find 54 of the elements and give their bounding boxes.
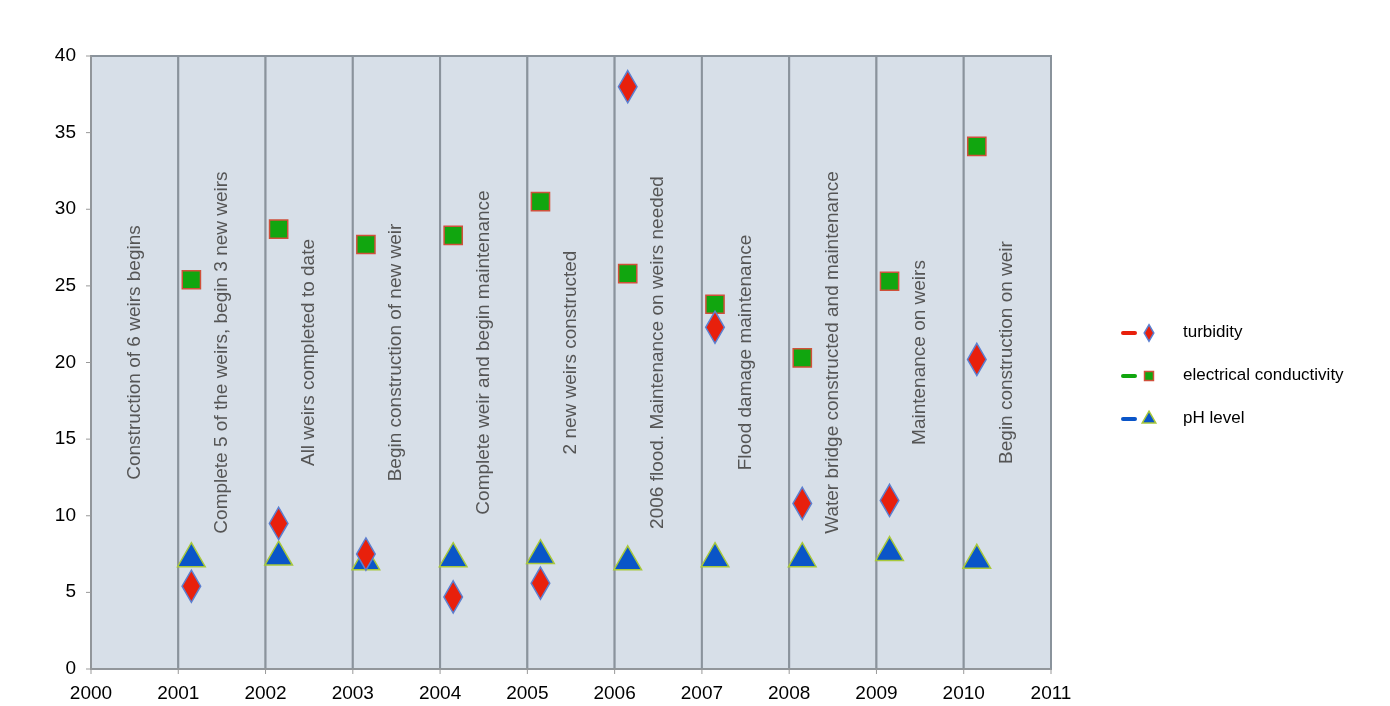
band-label: Water bridge constructed and maintenance <box>820 171 842 534</box>
y-tick-label: 25 <box>54 273 76 295</box>
legend-label: turbidity <box>1183 322 1244 342</box>
band-label: 2006 flood. Maintenance on weirs needed <box>646 176 668 529</box>
y-tick-label: 0 <box>65 657 76 679</box>
point <box>525 538 556 565</box>
y-tick-label: 15 <box>54 427 76 449</box>
x-tick-label: 2008 <box>768 682 811 703</box>
point <box>617 263 638 284</box>
point <box>613 545 643 571</box>
x-tick-label: 2001 <box>157 682 200 703</box>
x-tick-label: 2009 <box>855 682 898 703</box>
point <box>792 348 813 368</box>
point <box>787 541 817 568</box>
x-tick-label: 2002 <box>244 682 287 703</box>
band-label: Complete weir and begin maintenance <box>471 190 493 515</box>
y-tick-label: 30 <box>54 197 76 219</box>
x-tick-label: 2003 <box>331 682 374 703</box>
y-tick-label: 40 <box>54 44 76 66</box>
legend-label: electrical conductivity <box>1183 365 1345 385</box>
point <box>530 191 551 212</box>
band-label: Maintenance on weirs <box>908 260 930 445</box>
band-label: Complete 5 of the weirs, begin 3 new weirs <box>209 171 231 534</box>
x-tick-label: 2005 <box>506 682 549 703</box>
band-label: All weirs completed to date <box>297 238 319 467</box>
point <box>879 271 900 292</box>
x-tick-label: 2011 <box>1030 682 1072 703</box>
band-label: 2 new weirs constructed <box>559 250 581 455</box>
y-tick-label: 10 <box>54 503 76 525</box>
point <box>438 541 468 568</box>
band-label: Construction of 6 weirs begins <box>122 225 144 480</box>
band-label: Begin construction of new weir <box>384 222 406 482</box>
band-label: Begin construction on weir <box>995 240 1017 464</box>
point <box>443 225 464 246</box>
x-tick-label: 2000 <box>69 682 113 703</box>
x-tick-label: 2010 <box>942 682 985 703</box>
legend-label: pH level <box>1183 408 1245 428</box>
y-tick-label: 20 <box>54 350 76 372</box>
point <box>356 234 376 255</box>
x-tick-label: 2006 <box>593 682 636 703</box>
point <box>700 541 730 568</box>
point <box>181 269 202 290</box>
y-tick-label: 35 <box>54 120 76 142</box>
point <box>264 540 294 566</box>
x-tick-label: 2007 <box>680 682 724 703</box>
band-label: Flood damage maintenance <box>733 234 755 471</box>
y-tick-label: 5 <box>65 580 76 602</box>
point <box>962 543 992 569</box>
point <box>966 136 987 157</box>
point <box>705 294 725 315</box>
x-tick-label: 2004 <box>418 682 462 703</box>
point <box>874 535 905 562</box>
point <box>268 219 289 240</box>
point <box>176 541 206 568</box>
